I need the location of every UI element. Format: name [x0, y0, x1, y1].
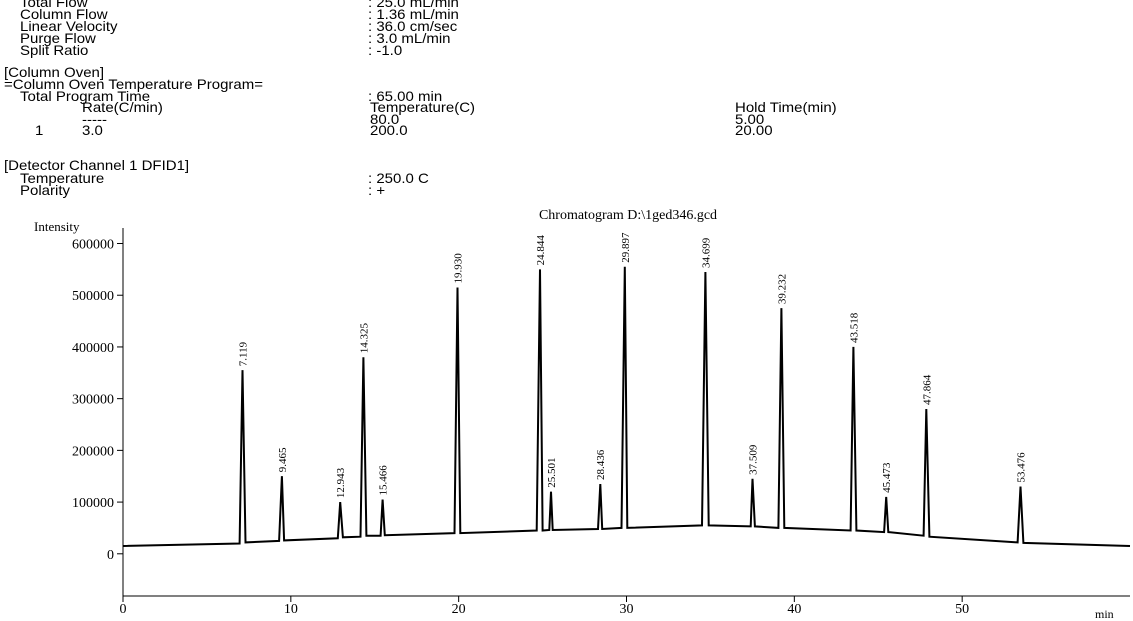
param-value: : 1.36 mL/min	[368, 7, 459, 23]
table-cell: 80.0	[370, 112, 400, 128]
table-cell: 200.0	[370, 123, 408, 139]
peak-label: 47.864	[921, 374, 933, 405]
y-tick-label: 0	[107, 548, 114, 563]
x-tick-label: 30	[620, 602, 634, 617]
param-name: Total Flow	[20, 0, 88, 11]
param-value: : 250.0 C	[368, 171, 429, 187]
y-tick-label: 500000	[72, 289, 114, 304]
table-cell: 1	[35, 123, 44, 139]
peak-label: 19.930	[452, 253, 464, 284]
y-axis-label: Intensity	[34, 219, 80, 234]
chart-title: Chromatogram D:\1ged346.gcd	[539, 208, 717, 223]
peak-label: 24.844	[535, 235, 547, 266]
param-name: Purge Flow	[20, 31, 96, 47]
x-tick-label: 0	[120, 602, 127, 617]
peak-label: 9.465	[277, 447, 289, 472]
param-value: : 36.0 cm/sec	[368, 19, 458, 35]
chromatogram-trace	[122, 266, 1131, 547]
peak-label: 15.466	[378, 465, 390, 496]
x-tick-label: 20	[452, 602, 466, 617]
peak-label: 29.897	[620, 232, 632, 263]
y-tick-label: 100000	[72, 496, 114, 511]
column-header: Rate(C/min)	[82, 100, 163, 116]
param-name: Linear Velocity	[20, 19, 118, 35]
peak-label: 14.325	[358, 323, 370, 354]
x-tick-label: 10	[284, 602, 298, 617]
param-name: Temperature	[20, 171, 105, 187]
param-name: Total Program Time	[20, 89, 151, 105]
peak-label: 43.518	[848, 312, 860, 343]
x-tick-label: 40	[787, 602, 801, 617]
y-tick-label: 600000	[72, 238, 114, 253]
section-title: [Column Oven]	[4, 65, 105, 81]
peak-label: 45.473	[881, 462, 893, 493]
section-title: [Detector Channel 1 DFID1]	[4, 158, 190, 174]
param-value: : 3.0 mL/min	[368, 31, 451, 47]
param-value: : 65.00 min	[368, 89, 443, 105]
table-cell: 3.0	[82, 123, 103, 139]
param-name: Polarity	[20, 183, 71, 199]
x-tick-label: 50	[955, 602, 969, 617]
column-header: Hold Time(min)	[735, 100, 837, 116]
peak-label: 7.119	[237, 341, 249, 366]
param-value: : +	[368, 183, 386, 199]
peak-label: 37.509	[748, 444, 760, 475]
peak-label: 34.699	[700, 237, 712, 268]
x-axis-label: min	[1095, 607, 1114, 621]
column-header: Temperature(C)	[370, 100, 476, 116]
peak-label: 25.501	[546, 457, 558, 487]
table-cell: 20.00	[735, 123, 773, 139]
y-tick-label: 300000	[72, 393, 114, 408]
peak-label: 28.436	[595, 449, 607, 480]
param-name: Split Ratio	[20, 43, 89, 59]
param-name: Column Flow	[20, 7, 108, 23]
peak-label: 53.476	[1016, 452, 1028, 483]
peak-label: 39.232	[776, 274, 788, 304]
y-tick-label: 200000	[72, 444, 114, 459]
section-title: =Column Oven Temperature Program=	[4, 77, 264, 93]
table-cell: -----	[82, 112, 107, 128]
peak-label: 12.943	[335, 467, 347, 498]
param-value: : -1.0	[368, 43, 403, 59]
y-tick-label: 400000	[72, 341, 114, 356]
param-value: : 25.0 mL/min	[368, 0, 459, 11]
table-cell: 5.00	[735, 112, 765, 128]
